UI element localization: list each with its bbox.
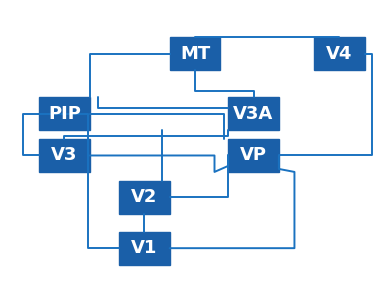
Text: V1: V1	[131, 239, 158, 257]
FancyBboxPatch shape	[314, 37, 365, 70]
Text: V3A: V3A	[233, 105, 274, 123]
FancyBboxPatch shape	[119, 232, 170, 265]
FancyBboxPatch shape	[39, 97, 90, 130]
Text: V3: V3	[51, 147, 78, 164]
Text: MT: MT	[180, 45, 210, 63]
Text: V2: V2	[131, 188, 158, 206]
FancyBboxPatch shape	[170, 37, 220, 70]
Text: V4: V4	[326, 45, 353, 63]
FancyBboxPatch shape	[119, 181, 170, 214]
Text: VP: VP	[240, 147, 267, 164]
Text: PIP: PIP	[48, 105, 81, 123]
FancyBboxPatch shape	[39, 139, 90, 172]
FancyBboxPatch shape	[228, 97, 279, 130]
FancyBboxPatch shape	[228, 139, 279, 172]
